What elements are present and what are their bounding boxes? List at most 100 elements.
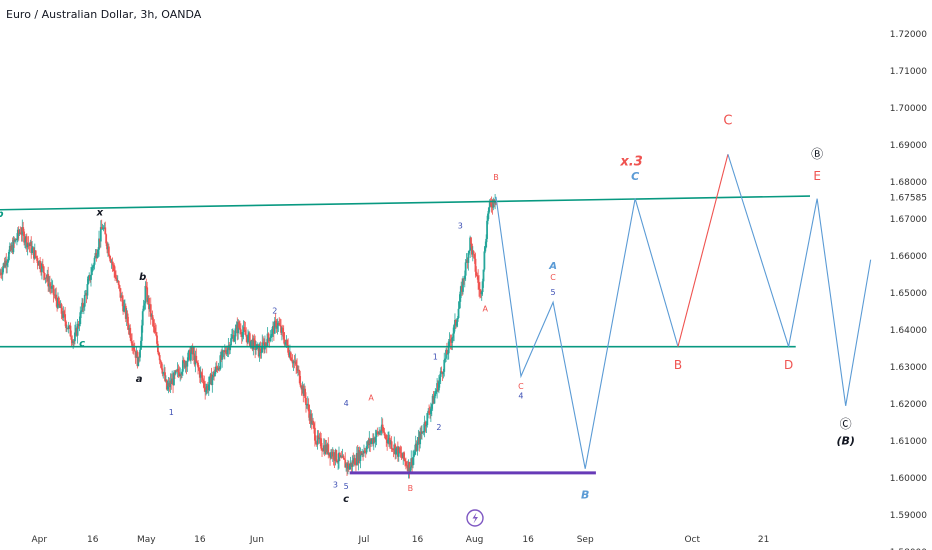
candle-body [299,383,302,387]
blue-path-2[interactable] [727,154,872,406]
candle [382,427,385,434]
candle-body [156,343,159,353]
candle-body [381,424,384,432]
candle-body [101,228,104,230]
candle [211,374,214,393]
candle [197,360,199,375]
candle-body [229,345,232,351]
candle [90,263,93,276]
candle-body [310,413,313,425]
wave-label: E [813,169,821,183]
candle [443,352,446,377]
candle [0,269,2,279]
x-tick-label: Jul [358,535,370,545]
candle-body [400,452,403,457]
candle-body [215,366,218,368]
wave-label: 2 [436,423,441,432]
wave-label: (B) [836,435,854,448]
candle-body [470,237,472,244]
candle-body [140,325,143,341]
candle [468,249,471,255]
candle-body [428,410,430,413]
candle-body [55,294,58,301]
candle-body [359,451,362,462]
candle-body [321,448,323,451]
candle [398,446,401,454]
candle [481,278,484,296]
candle-body [259,348,262,353]
candle-body [196,361,199,363]
wave-label: 4 [344,399,349,408]
candle-body [233,336,236,342]
candle-body [273,320,276,334]
candle-body [140,340,142,350]
candle [30,236,33,259]
candle-body [112,264,115,266]
red-path[interactable] [677,154,729,347]
upper-trendline[interactable] [0,195,811,211]
candle-body [317,435,320,440]
candle [276,318,279,335]
y-tick-label: 1.64000 [890,326,927,336]
candle [464,259,467,281]
candle-body [385,435,388,440]
candle-body [370,441,373,444]
candle-body [399,452,402,454]
x-tick-label: 16 [194,535,206,545]
candle-body [446,353,449,355]
candle-body [266,333,269,347]
candle-body [412,457,414,466]
candle-body [451,337,454,343]
wave-label: C [723,114,732,129]
candle-body [63,311,66,315]
candle [25,233,28,253]
wave-label: b [139,272,146,283]
wave-label: A [483,305,489,314]
candle-body [421,431,423,434]
candle-body [462,278,464,292]
candle-body [241,331,244,337]
y-tick-label: 1.72000 [890,30,927,40]
candle-body [255,348,257,351]
candle-body [219,355,222,370]
candle-body [73,341,75,342]
candle-body [327,444,330,455]
candle [305,392,307,413]
candle-body [445,350,447,359]
candle [27,236,30,250]
candle-body [239,329,242,335]
candle-body [177,368,180,373]
candle-body [289,352,292,361]
candle [424,420,427,433]
candle-body [276,325,279,329]
candle-body [314,440,317,444]
candle [93,256,96,270]
x-tick-label: 16 [412,535,424,545]
wave-label: 5 [344,482,349,491]
candle-body [442,371,445,375]
candle-body [383,432,386,436]
candle-body [182,360,185,362]
candle-body [482,269,485,282]
candle [99,220,102,248]
candle-body [96,254,99,258]
candle-body [443,359,446,372]
candle-body [208,376,211,385]
candle [215,361,218,373]
candle [480,290,483,301]
candle [392,448,395,458]
candle-body [425,425,428,427]
candle-body [78,324,81,327]
candle-body [30,241,33,254]
candle-body [439,371,442,377]
candle-body [459,291,462,302]
blue-path-1[interactable] [495,196,679,469]
candle-body [476,275,479,277]
candle-body [175,370,178,372]
candle-body [151,315,154,320]
candle [354,454,356,465]
candle [361,448,364,458]
candle-body [456,318,459,322]
candle [149,297,152,325]
